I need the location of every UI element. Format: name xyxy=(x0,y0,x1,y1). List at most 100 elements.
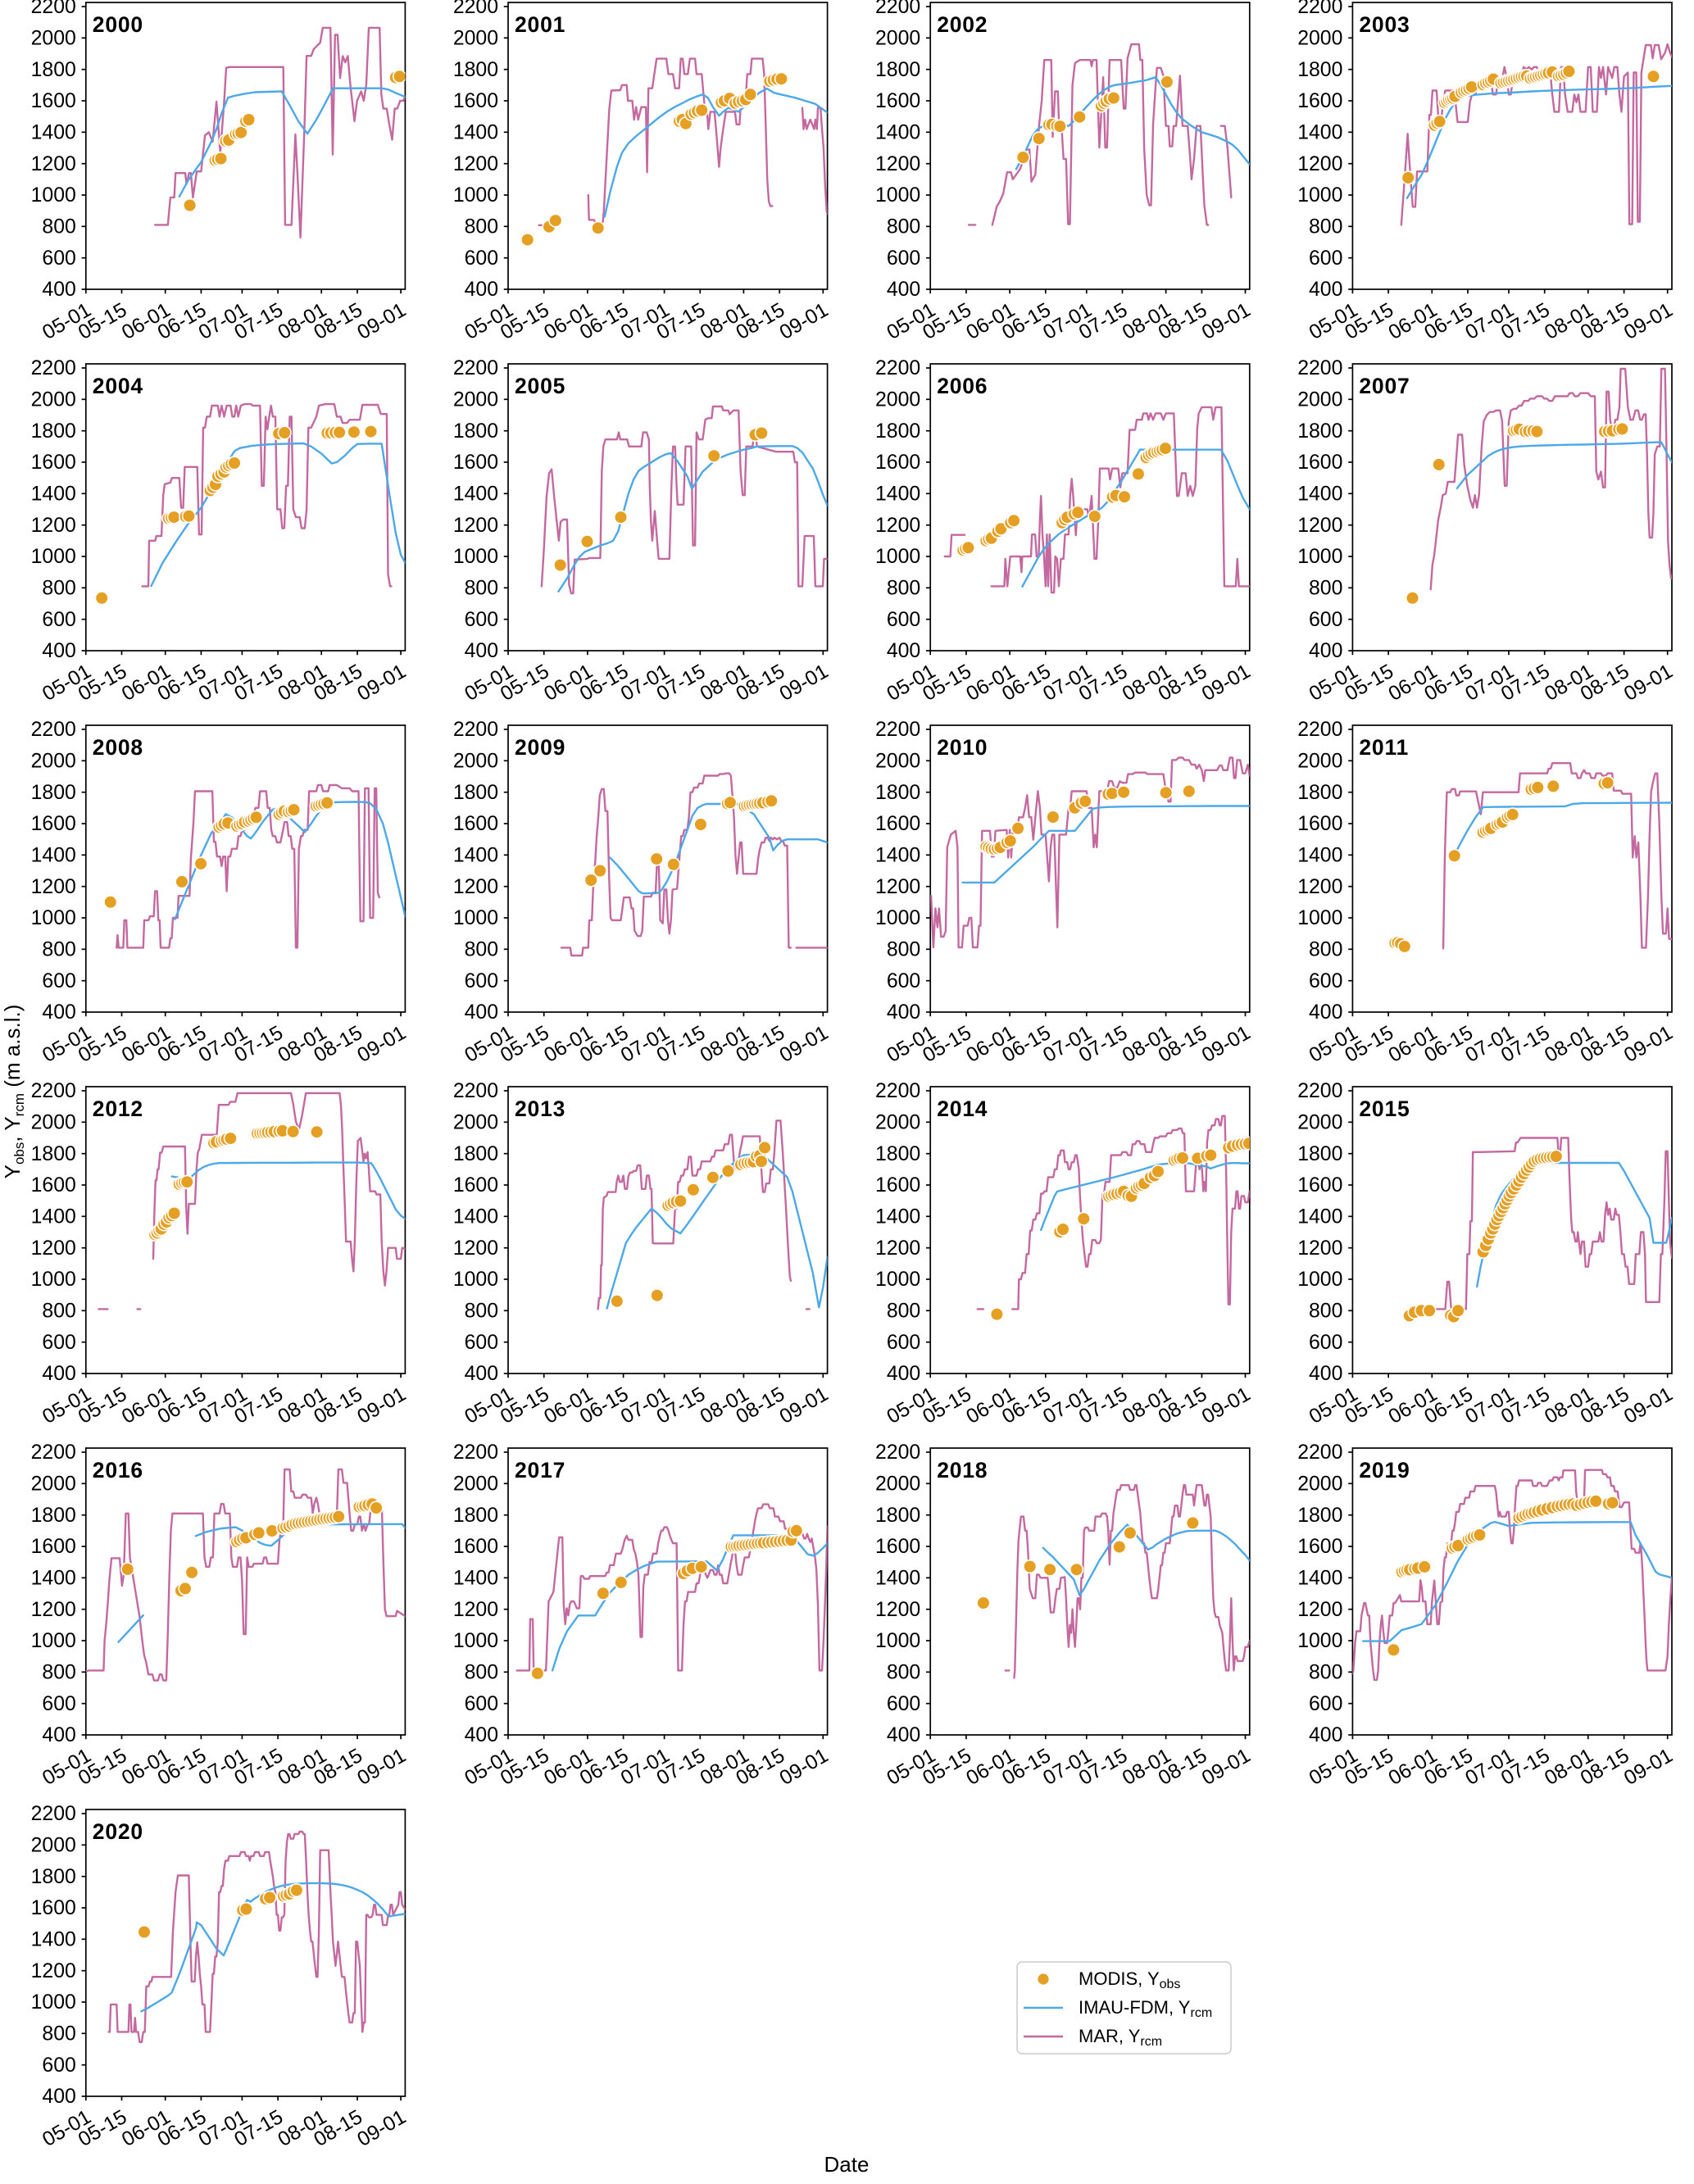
svg-text:1800: 1800 xyxy=(875,782,920,804)
svg-text:600: 600 xyxy=(887,970,920,992)
svg-text:1200: 1200 xyxy=(875,876,920,898)
svg-text:1600: 1600 xyxy=(1297,1174,1342,1196)
svg-text:600: 600 xyxy=(42,1332,75,1354)
svg-text:1000: 1000 xyxy=(875,1630,920,1652)
svg-text:2200: 2200 xyxy=(31,1803,76,1825)
svg-text:1400: 1400 xyxy=(453,484,498,506)
svg-text:800: 800 xyxy=(465,1301,498,1323)
svg-text:1600: 1600 xyxy=(875,1536,920,1558)
svg-text:1600: 1600 xyxy=(31,1174,76,1196)
svg-text:1200: 1200 xyxy=(453,1599,498,1621)
svg-text:800: 800 xyxy=(42,939,75,961)
svg-text:1200: 1200 xyxy=(875,1237,920,1260)
svg-text:Date: Date xyxy=(824,2152,870,2177)
svg-text:800: 800 xyxy=(887,939,920,961)
svg-text:2009: 2009 xyxy=(515,735,565,760)
svg-text:1400: 1400 xyxy=(31,1929,76,1951)
svg-text:800: 800 xyxy=(465,939,498,961)
svg-text:800: 800 xyxy=(887,1662,920,1684)
svg-text:600: 600 xyxy=(1309,247,1342,270)
svg-text:800: 800 xyxy=(42,578,75,600)
svg-text:400: 400 xyxy=(1309,1724,1342,1746)
svg-text:2200: 2200 xyxy=(875,357,920,379)
svg-text:1000: 1000 xyxy=(1297,546,1342,568)
svg-text:1800: 1800 xyxy=(453,782,498,804)
svg-text:1400: 1400 xyxy=(31,484,76,506)
svg-text:1800: 1800 xyxy=(1297,420,1342,443)
svg-text:2011: 2011 xyxy=(1359,735,1409,760)
svg-text:1200: 1200 xyxy=(1297,1599,1342,1621)
svg-text:1400: 1400 xyxy=(453,1568,498,1590)
svg-text:2200: 2200 xyxy=(1297,357,1342,379)
svg-text:400: 400 xyxy=(42,279,75,301)
svg-text:1800: 1800 xyxy=(875,1143,920,1165)
svg-text:2006: 2006 xyxy=(937,374,988,398)
svg-text:800: 800 xyxy=(887,216,920,238)
svg-text:1000: 1000 xyxy=(31,1269,76,1291)
svg-text:1800: 1800 xyxy=(31,1143,76,1165)
svg-text:2000: 2000 xyxy=(31,1835,76,1857)
svg-text:2200: 2200 xyxy=(453,1442,498,1464)
svg-text:2200: 2200 xyxy=(1297,719,1342,741)
svg-text:1600: 1600 xyxy=(31,1897,76,1919)
svg-text:1800: 1800 xyxy=(875,420,920,443)
svg-text:800: 800 xyxy=(42,1301,75,1323)
svg-text:800: 800 xyxy=(42,2023,75,2046)
svg-text:2000: 2000 xyxy=(453,751,498,773)
svg-text:400: 400 xyxy=(1309,1363,1342,1385)
svg-text:2008: 2008 xyxy=(93,735,143,760)
svg-text:400: 400 xyxy=(465,1001,498,1024)
svg-text:1200: 1200 xyxy=(31,1960,76,1982)
svg-text:2005: 2005 xyxy=(515,374,565,398)
svg-text:2000: 2000 xyxy=(875,28,920,50)
svg-text:1000: 1000 xyxy=(453,907,498,929)
svg-text:1600: 1600 xyxy=(453,452,498,474)
svg-text:1000: 1000 xyxy=(31,907,76,929)
svg-text:1200: 1200 xyxy=(875,515,920,537)
svg-text:1400: 1400 xyxy=(875,1568,920,1590)
svg-text:800: 800 xyxy=(1309,939,1342,961)
svg-text:2000: 2000 xyxy=(31,751,76,773)
svg-text:1800: 1800 xyxy=(875,1505,920,1527)
svg-text:IMAU-FDM, Yrcm: IMAU-FDM, Yrcm xyxy=(1079,1997,1212,2020)
svg-text:1800: 1800 xyxy=(1297,1505,1342,1527)
svg-text:400: 400 xyxy=(1309,279,1342,301)
svg-text:2001: 2001 xyxy=(515,12,565,37)
svg-text:1200: 1200 xyxy=(453,876,498,898)
svg-text:800: 800 xyxy=(465,1662,498,1684)
svg-text:2000: 2000 xyxy=(1297,751,1342,773)
svg-text:1600: 1600 xyxy=(453,1536,498,1558)
svg-text:2200: 2200 xyxy=(453,0,498,18)
svg-text:2019: 2019 xyxy=(1359,1458,1410,1482)
svg-text:1800: 1800 xyxy=(31,1866,76,1888)
svg-text:1000: 1000 xyxy=(875,1269,920,1291)
svg-text:2200: 2200 xyxy=(453,1080,498,1102)
svg-text:1400: 1400 xyxy=(31,1206,76,1228)
svg-text:1600: 1600 xyxy=(875,90,920,112)
svg-text:2200: 2200 xyxy=(875,1080,920,1102)
svg-text:2013: 2013 xyxy=(515,1097,565,1121)
svg-text:800: 800 xyxy=(887,578,920,600)
svg-text:600: 600 xyxy=(42,2055,75,2077)
svg-text:1800: 1800 xyxy=(31,782,76,804)
svg-text:1000: 1000 xyxy=(875,546,920,568)
svg-text:800: 800 xyxy=(42,1662,75,1684)
svg-text:1600: 1600 xyxy=(453,813,498,835)
svg-text:1400: 1400 xyxy=(875,484,920,506)
svg-text:800: 800 xyxy=(1309,1301,1342,1323)
svg-text:2003: 2003 xyxy=(1359,12,1410,37)
svg-text:2200: 2200 xyxy=(1297,1442,1342,1464)
svg-text:400: 400 xyxy=(42,1363,75,1385)
svg-text:2200: 2200 xyxy=(1297,1080,1342,1102)
svg-text:1000: 1000 xyxy=(453,546,498,568)
svg-text:600: 600 xyxy=(465,1332,498,1354)
svg-text:1000: 1000 xyxy=(31,1630,76,1652)
svg-text:2000: 2000 xyxy=(31,1473,76,1496)
svg-text:1400: 1400 xyxy=(875,122,920,144)
svg-text:600: 600 xyxy=(42,247,75,270)
svg-text:1200: 1200 xyxy=(31,515,76,537)
svg-text:1600: 1600 xyxy=(1297,813,1342,835)
svg-text:1600: 1600 xyxy=(875,452,920,474)
svg-text:1800: 1800 xyxy=(31,59,76,81)
svg-text:1800: 1800 xyxy=(1297,59,1342,81)
